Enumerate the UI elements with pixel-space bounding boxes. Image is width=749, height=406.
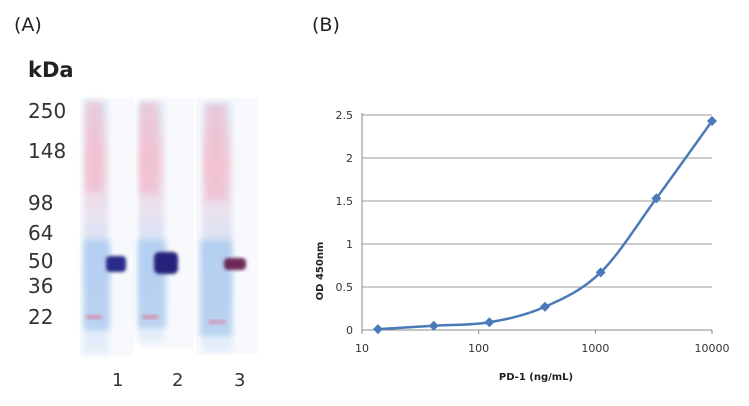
elisa-chart: 00.511.522.510 100 1000 10000 PD-1 (ng/mL) … xyxy=(315,109,730,383)
x-tick-label: 10000 xyxy=(695,342,730,355)
x-tick-label: 10 xyxy=(355,342,369,355)
x-axis-title: PD-1 (ng/mL) xyxy=(499,372,573,383)
data-point-2 xyxy=(484,317,495,328)
lane-number-3: 3 xyxy=(234,370,246,391)
marker-22: 22 xyxy=(28,305,54,329)
chart-axes xyxy=(361,113,713,334)
western-blot-image xyxy=(80,98,258,356)
kda-axis-title: kDa xyxy=(28,58,74,82)
band-lane-1 xyxy=(106,256,126,272)
x-tick-label: 1000 xyxy=(581,342,609,355)
data-point-1 xyxy=(428,320,439,331)
panel-label-b: (B) xyxy=(312,14,340,36)
data-point-4 xyxy=(595,267,606,278)
y-tick-label: 2 xyxy=(346,152,353,165)
blot-strip-3 xyxy=(196,98,258,354)
y-axis-title: OD 450nm xyxy=(315,242,326,301)
marker-250: 250 xyxy=(28,99,67,123)
marker-36: 36 xyxy=(28,274,54,298)
lane-number-1: 1 xyxy=(112,370,124,391)
panel-label-a: (A) xyxy=(14,14,42,36)
blot-strip-1 xyxy=(80,98,134,356)
marker-50: 50 xyxy=(28,249,54,273)
chart-series xyxy=(372,116,717,335)
marker-98: 98 xyxy=(28,191,54,215)
blot-strip-2 xyxy=(138,98,194,348)
y-tick-label: 1 xyxy=(346,238,353,251)
lane-number-2: 2 xyxy=(172,370,184,391)
chart-gridlines xyxy=(362,114,712,288)
y-tick-label: 1.5 xyxy=(336,195,354,208)
band-lane-3 xyxy=(224,258,246,270)
y-tick-label: 0 xyxy=(346,324,353,337)
data-point-3 xyxy=(540,301,551,312)
band-lane-2 xyxy=(154,252,178,274)
x-tick-label: 100 xyxy=(468,342,489,355)
data-point-5 xyxy=(651,193,662,204)
data-point-6 xyxy=(707,116,717,127)
y-tick-label: 2.5 xyxy=(336,109,354,122)
marker-64: 64 xyxy=(28,221,54,245)
y-tick-label: 0.5 xyxy=(336,281,354,294)
chart-tick-labels: 0 0.5 1 1.5 2 2.5 10 100 1000 10000 xyxy=(336,109,730,355)
data-point-0 xyxy=(372,324,383,335)
series-line-0 xyxy=(377,120,714,331)
marker-148: 148 xyxy=(28,139,67,163)
